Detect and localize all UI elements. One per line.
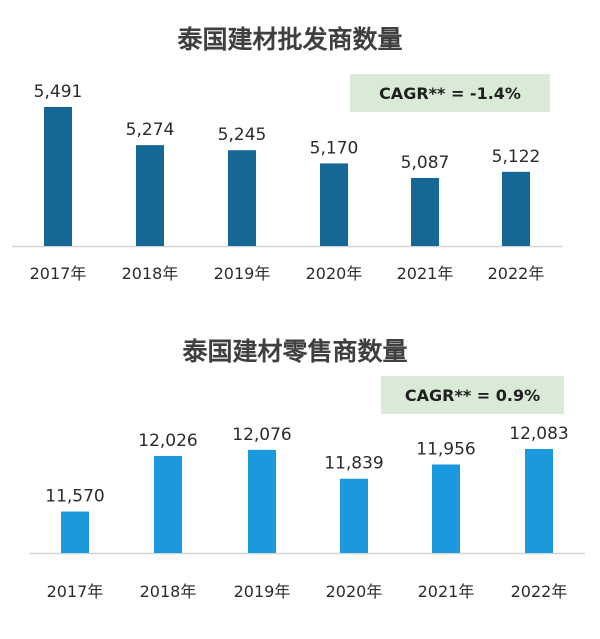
chart2-category-label-1: 2018年 [140, 582, 197, 601]
chart2-value-label-4: 11,956 [416, 439, 475, 459]
chart2-bar-1 [154, 455, 182, 553]
chart1-category-label-0: 2017年 [30, 264, 87, 283]
chart1-category-label-5: 2022年 [488, 264, 545, 283]
chart1-bar-2 [228, 150, 256, 246]
chart1-cagr-label: CAGR** = -1.4% [379, 84, 521, 103]
chart2-bar-5 [525, 449, 553, 553]
chart2-value-label-0: 11,570 [45, 487, 104, 507]
chart2-value-label-2: 12,076 [232, 425, 291, 445]
chart1-category-label-2: 2019年 [214, 264, 271, 283]
chart1-bar-3 [320, 163, 348, 246]
chart2-value-label-3: 11,839 [324, 454, 383, 474]
chart1-category-label-4: 2021年 [397, 264, 454, 283]
chart2-category-label-5: 2022年 [511, 582, 568, 601]
chart1-value-label-2: 5,245 [218, 125, 267, 145]
chart1-title: 泰国建材批发商数量 [177, 25, 402, 54]
chart1-category-label-3: 2020年 [306, 264, 363, 283]
chart1-bar-0 [44, 107, 72, 246]
chart1-bar-4 [411, 177, 439, 246]
chart2-value-label-5: 12,083 [509, 424, 568, 444]
chart2-cagr-label: CAGR** = 0.9% [405, 386, 540, 405]
chart2-bar-3 [340, 478, 368, 553]
chart1-value-label-4: 5,087 [401, 153, 450, 173]
chart1-value-label-0: 5,491 [34, 82, 83, 102]
chart2-value-label-1: 12,026 [138, 431, 197, 451]
chart2-category-label-4: 2021年 [418, 582, 475, 601]
chart1-value-label-5: 5,122 [492, 147, 541, 167]
chart2-title: 泰国建材零售商数量 [182, 337, 407, 366]
chart2-category-label-0: 2017年 [47, 582, 104, 601]
chart1-bar-1 [136, 145, 164, 246]
chart2-bar-2 [248, 449, 276, 553]
chart2-bar-4 [432, 464, 460, 553]
chart2-bar-0 [61, 511, 89, 553]
chart2-category-label-3: 2020年 [326, 582, 383, 601]
chart1-value-label-3: 5,170 [310, 138, 359, 158]
chart2-cagr-badge [381, 376, 564, 414]
chart1-value-label-1: 5,274 [126, 120, 175, 140]
chart1-category-label-1: 2018年 [122, 264, 179, 283]
chart1-bar-5 [502, 171, 530, 246]
chart2-category-label-2: 2019年 [234, 582, 291, 601]
chart1-cagr-badge [350, 74, 550, 112]
